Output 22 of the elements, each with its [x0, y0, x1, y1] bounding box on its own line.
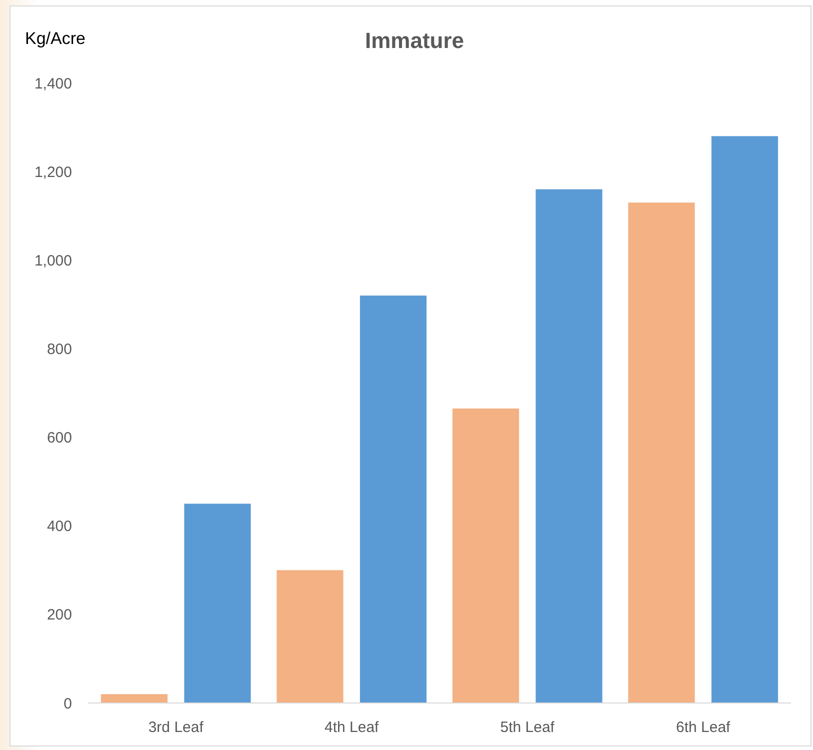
- x-tick-label: 3rd Leaf: [148, 719, 204, 736]
- y-axis-title: Kg/Acre: [25, 29, 86, 48]
- chart-title: Immature: [364, 28, 464, 53]
- y-tick-label: 0: [64, 695, 72, 712]
- bar: [360, 296, 427, 703]
- x-tick-label: 4th Leaf: [324, 719, 380, 736]
- y-tick-label: 600: [46, 430, 72, 447]
- bar: [184, 504, 251, 703]
- bar: [276, 570, 344, 703]
- bar: [628, 202, 695, 703]
- y-tick-label: 200: [46, 606, 72, 624]
- x-tick-label: 5th Leaf: [500, 719, 556, 736]
- bar: [536, 189, 602, 703]
- x-tick-label: 6th Leaf: [676, 719, 732, 736]
- bar: [100, 694, 168, 703]
- y-tick-label: 400: [46, 518, 72, 536]
- y-tick-label: 1,200: [34, 164, 72, 181]
- y-tick-label: 800: [46, 340, 72, 358]
- bar: [711, 136, 778, 703]
- y-tick-label: 1,400: [34, 75, 72, 92]
- y-tick-label: 1,000: [34, 252, 72, 270]
- bar: [452, 408, 520, 703]
